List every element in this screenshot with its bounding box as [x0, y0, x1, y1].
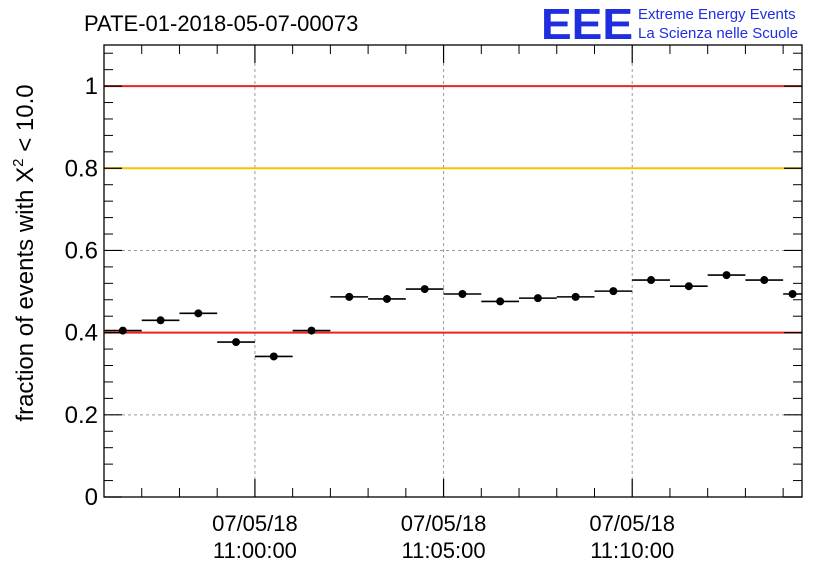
data-series: [104, 271, 802, 361]
data-point: [179, 309, 218, 318]
plot-frame: [103, 44, 803, 498]
y-tick-labels: 0 0.2 0.4 0.6 0.8 1: [65, 73, 98, 511]
data-point-marker: [496, 297, 505, 306]
data-point: [141, 316, 180, 325]
data-point-marker: [269, 352, 278, 361]
data-point-marker: [722, 271, 731, 280]
data-point: [405, 285, 444, 294]
data-point: [217, 338, 255, 347]
data-point: [745, 276, 784, 285]
data-point: [594, 287, 633, 296]
logo-line1: Extreme Energy Events: [638, 6, 796, 23]
data-point-marker: [232, 338, 241, 347]
y-tick-label: 0: [85, 484, 98, 511]
data-point-marker: [458, 290, 467, 299]
data-point-marker: [609, 287, 618, 296]
data-point-marker: [156, 316, 165, 325]
y-axis-label-prefix: fraction of events with: [12, 183, 39, 422]
data-point: [556, 292, 595, 301]
data-point-marker: [420, 285, 429, 294]
logo-line2: La Scienza nelle Scuole: [638, 25, 798, 42]
data-point-marker: [647, 276, 656, 285]
x-tick-time-label: 11:10:00: [590, 538, 674, 563]
y-axis-label: fraction of events with X2 < 10.0: [10, 84, 39, 421]
y-tick-label: 0.8: [65, 155, 98, 182]
data-point-marker: [382, 294, 391, 303]
x-tick-date-label: 07/05/18: [589, 511, 675, 536]
y-tick-label: 1: [85, 73, 98, 100]
data-point-marker: [307, 326, 316, 335]
data-point: [481, 297, 520, 306]
data-point: [443, 290, 482, 299]
data-point: [669, 282, 708, 291]
y-tick-label: 0.6: [65, 237, 98, 264]
reference-lines: [104, 85, 802, 334]
y-tick-label: 0.4: [65, 320, 98, 347]
x-tick-time-label: 11:05:00: [402, 538, 486, 563]
y-axis-label-superscript: 2: [10, 158, 27, 166]
logo-mark: EEE: [541, 0, 633, 49]
data-point-marker: [571, 292, 580, 301]
axis-ticks: [103, 45, 802, 498]
data-point: [330, 292, 369, 301]
x-tick-date-label: 07/05/18: [212, 511, 298, 536]
data-point-marker: [533, 294, 542, 303]
data-point-marker: [760, 276, 769, 285]
data-point-marker: [194, 309, 203, 318]
data-point-marker: [788, 290, 797, 299]
chart-title: PATE-01-2018-05-07-00073: [84, 11, 358, 36]
x-tick-time-label: 11:00:00: [213, 538, 297, 563]
data-point-marker: [345, 292, 354, 301]
data-point: [783, 290, 802, 299]
data-point: [519, 294, 557, 303]
data-point: [632, 276, 670, 285]
x-tick-date-label: 07/05/18: [401, 511, 487, 536]
data-point: [254, 352, 293, 361]
data-point-marker: [118, 326, 127, 335]
y-axis-label-suffix: < 10.0: [12, 84, 39, 158]
eee-logo: EEE Extreme Energy Events La Scienza nel…: [541, 0, 798, 49]
data-point: [368, 294, 406, 303]
data-point: [707, 271, 746, 280]
x-tick-labels: 07/05/1811:00:0007/05/1811:05:0007/05/18…: [212, 511, 675, 563]
data-point-marker: [684, 282, 693, 291]
y-tick-label: 0.2: [65, 402, 98, 429]
y-axis-label-chi: X: [12, 167, 39, 183]
data-point: [292, 326, 331, 335]
